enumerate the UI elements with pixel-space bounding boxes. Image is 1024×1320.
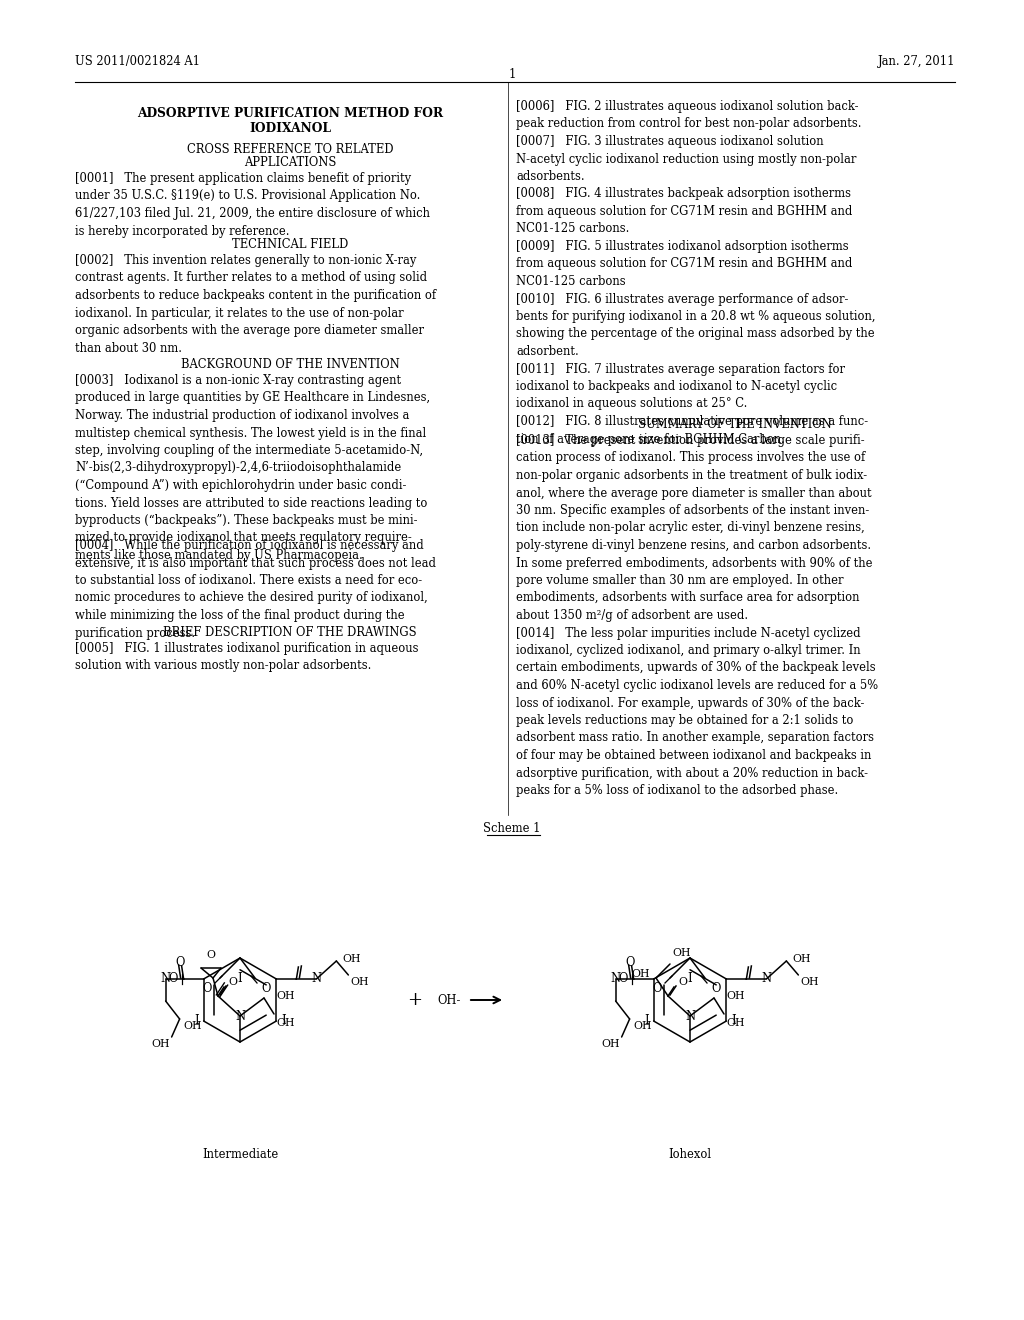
Text: N: N xyxy=(161,973,171,986)
Text: [0006]   FIG. 2 illustrates aqueous iodixanol solution back-
peak reduction from: [0006] FIG. 2 illustrates aqueous iodixa… xyxy=(516,100,876,446)
Text: O: O xyxy=(711,982,720,995)
Text: [0002]   This invention relates generally to non-ionic X-ray
contrast agents. It: [0002] This invention relates generally … xyxy=(75,253,436,355)
Text: OH: OH xyxy=(601,1039,620,1049)
Text: OH: OH xyxy=(632,969,650,979)
Text: CROSS REFERENCE TO RELATED: CROSS REFERENCE TO RELATED xyxy=(186,143,393,156)
Text: N: N xyxy=(685,1010,695,1023)
Text: OH-: OH- xyxy=(437,994,461,1006)
Text: OH: OH xyxy=(183,1020,202,1031)
Text: O: O xyxy=(203,982,212,995)
Text: OH: OH xyxy=(672,948,690,958)
Text: OH: OH xyxy=(634,1020,652,1031)
Text: OH: OH xyxy=(726,991,744,1001)
Text: O: O xyxy=(207,950,215,960)
Text: IODIXANOL: IODIXANOL xyxy=(249,121,331,135)
Text: [0003]   Iodixanol is a non-ionic X-ray contrasting agent
produced in large quan: [0003] Iodixanol is a non-ionic X-ray co… xyxy=(75,374,430,562)
Text: OH: OH xyxy=(801,977,819,987)
Text: SUMMARY OF THE INVENTION: SUMMARY OF THE INVENTION xyxy=(638,418,831,432)
Text: O: O xyxy=(678,977,687,987)
Text: I: I xyxy=(731,1015,736,1027)
Text: OH: OH xyxy=(793,954,811,964)
Text: ADSORPTIVE PURIFICATION METHOD FOR: ADSORPTIVE PURIFICATION METHOD FOR xyxy=(137,107,443,120)
Text: APPLICATIONS: APPLICATIONS xyxy=(244,156,336,169)
Text: N: N xyxy=(610,973,621,986)
Text: I: I xyxy=(194,1015,199,1027)
Text: OH: OH xyxy=(350,977,369,987)
Text: [0005]   FIG. 1 illustrates iodixanol purification in aqueous
solution with vari: [0005] FIG. 1 illustrates iodixanol puri… xyxy=(75,642,419,672)
Text: +: + xyxy=(408,991,423,1008)
Text: TECHNICAL FIELD: TECHNICAL FIELD xyxy=(231,238,348,251)
Text: BACKGROUND OF THE INVENTION: BACKGROUND OF THE INVENTION xyxy=(180,358,399,371)
Text: [0004]   While the purification of iodixanol is necessary and
extensive, it is a: [0004] While the purification of iodixan… xyxy=(75,539,436,639)
Text: OH: OH xyxy=(276,991,295,1001)
Text: OH: OH xyxy=(152,1039,170,1049)
Text: Intermediate: Intermediate xyxy=(202,1148,279,1162)
Text: [0001]   The present application claims benefit of priority
under 35 U.S.C. §119: [0001] The present application claims be… xyxy=(75,172,430,238)
Text: [0013]   The present invention provides a large scale purifi-
cation process of : [0013] The present invention provides a … xyxy=(516,434,879,797)
Text: O: O xyxy=(175,957,184,969)
Text: Jan. 27, 2011: Jan. 27, 2011 xyxy=(878,55,955,69)
Text: OH: OH xyxy=(726,1018,744,1028)
Text: O: O xyxy=(625,957,634,969)
Text: 1: 1 xyxy=(508,67,516,81)
Text: N: N xyxy=(311,973,322,986)
Text: O: O xyxy=(228,977,237,987)
Text: OH: OH xyxy=(276,1018,295,1028)
Text: I: I xyxy=(238,972,243,985)
Text: BRIEF DESCRIPTION OF THE DRAWINGS: BRIEF DESCRIPTION OF THE DRAWINGS xyxy=(163,626,417,639)
Text: I: I xyxy=(282,1015,286,1027)
Text: O: O xyxy=(261,982,270,995)
Text: OH: OH xyxy=(342,954,360,964)
Text: I: I xyxy=(688,972,692,985)
Text: O: O xyxy=(168,973,177,986)
Text: O: O xyxy=(618,973,628,986)
Text: O: O xyxy=(652,982,662,995)
Text: N: N xyxy=(234,1010,245,1023)
Text: Scheme 1: Scheme 1 xyxy=(483,822,541,836)
Text: N: N xyxy=(761,973,771,986)
Text: I: I xyxy=(644,1015,648,1027)
Text: US 2011/0021824 A1: US 2011/0021824 A1 xyxy=(75,55,200,69)
Text: Iohexol: Iohexol xyxy=(669,1148,712,1162)
